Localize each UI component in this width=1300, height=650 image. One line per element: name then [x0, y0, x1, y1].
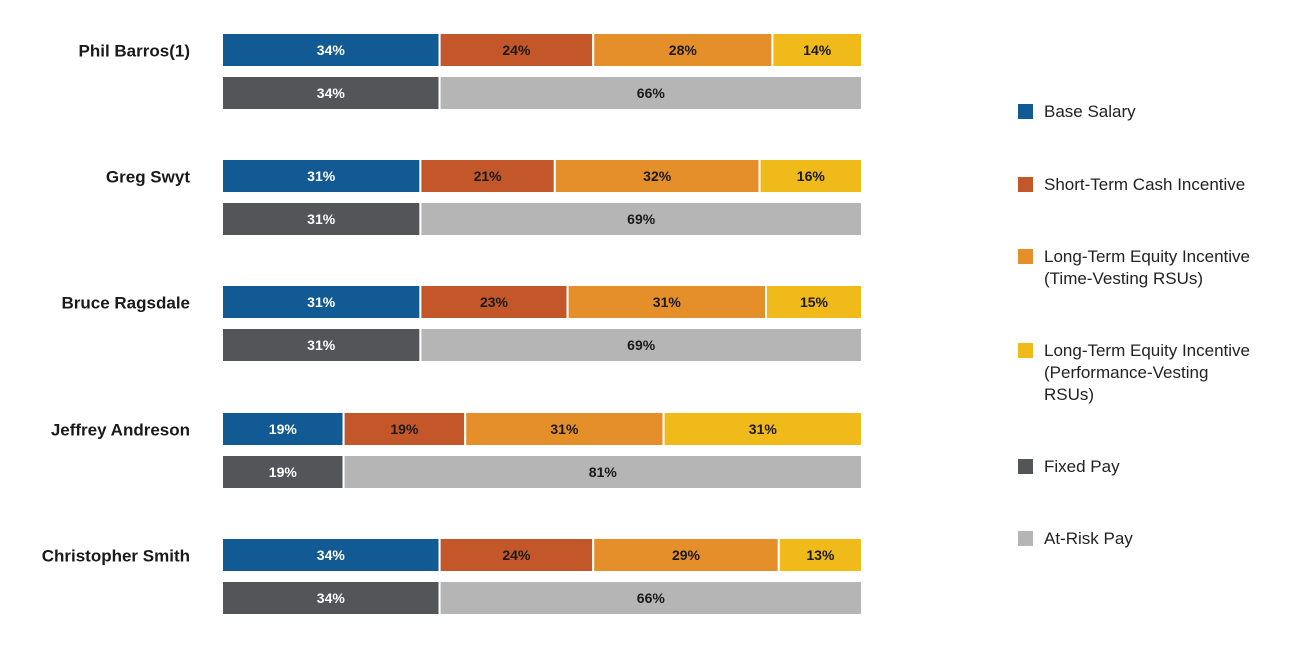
legend-label-line: Base Salary [1044, 102, 1136, 121]
executive-name-label: Greg Swyt [106, 168, 190, 187]
legend-label-line: (Performance-Vesting [1044, 363, 1209, 382]
data-label: 31% [307, 168, 336, 184]
bar-segment-base-salary [221, 537, 441, 573]
bar-segment-long-term-equity-incentive-performance-vesting-rsus [771, 32, 864, 68]
data-label: 34% [317, 85, 346, 101]
data-label: 32% [643, 168, 672, 184]
legend-label: Short-Term Cash Incentive [1044, 174, 1245, 196]
data-label: 19% [269, 421, 298, 437]
data-label: 23% [480, 294, 509, 310]
legend-label-line: Long-Term Equity Incentive [1044, 341, 1250, 360]
bar-segment-at-risk-pay [419, 327, 863, 363]
bar-segment-base-salary [221, 284, 422, 320]
bar-segment-at-risk-pay [438, 75, 863, 111]
executive-name-label: Jeffrey Andreson [51, 421, 190, 440]
data-label: 24% [502, 547, 531, 563]
data-label: 14% [803, 42, 832, 58]
legend-label-line: (Time-Vesting RSUs) [1044, 269, 1204, 288]
bar-segment-long-term-equity-incentive-performance-vesting-rsus [777, 537, 863, 573]
legend-label: At-Risk Pay [1044, 528, 1133, 550]
legend-swatch [1018, 531, 1033, 546]
data-label: 81% [589, 464, 618, 480]
legend-label-line: Short-Term Cash Incentive [1044, 175, 1246, 194]
bar-segment-short-term-cash-incentive [438, 32, 595, 68]
data-label: 19% [269, 464, 298, 480]
data-label: 69% [627, 337, 656, 353]
data-label: 31% [307, 211, 336, 227]
bar-segment-long-term-equity-incentive-time-vesting-rsus [464, 411, 665, 447]
data-label: 31% [307, 337, 336, 353]
bar-segment-fixed-pay [221, 454, 345, 490]
legend-label-line: Long-Term Equity Incentive [1044, 247, 1250, 266]
data-label: 15% [800, 294, 829, 310]
legend-item: Long-Term Equity Incentive (Time-Vesting … [1018, 246, 1288, 290]
bar-segment-base-salary [221, 32, 441, 68]
executive-name-label: Phil Barros(1) [79, 42, 190, 61]
bar-segment-short-term-cash-incentive [419, 284, 569, 320]
data-label: 69% [627, 211, 656, 227]
legend-label: Base Salary [1044, 101, 1136, 123]
legend-swatch [1018, 459, 1033, 474]
data-label: 34% [317, 590, 346, 606]
bar-segment-short-term-cash-incentive [342, 411, 467, 447]
legend-swatch [1018, 249, 1033, 264]
bar-segment-base-salary [221, 158, 422, 194]
data-label: 16% [797, 168, 826, 184]
legend-swatch [1018, 343, 1033, 358]
legend-label-line: RSUs) [1044, 385, 1095, 404]
legend-item: Long-Term Equity Incentive (Performance-V… [1018, 340, 1288, 406]
legend-item: Short-Term Cash Incentive [1018, 174, 1288, 196]
data-label: 31% [749, 421, 778, 437]
legend-label: Fixed Pay [1044, 456, 1120, 478]
legend-label-line: Fixed Pay [1044, 457, 1120, 476]
bar-segment-fixed-pay [221, 75, 441, 111]
legend-label: Long-Term Equity Incentive (Performance-V… [1044, 340, 1250, 406]
data-label: 13% [806, 547, 835, 563]
legend-item: At-Risk Pay [1018, 528, 1288, 550]
bar-segment-base-salary [221, 411, 345, 447]
bar-segment-long-term-equity-incentive-time-vesting-rsus [592, 537, 780, 573]
bar-segment-long-term-equity-incentive-performance-vesting-rsus [662, 411, 863, 447]
executive-name-label: Bruce Ragsdale [62, 294, 191, 313]
data-label: 66% [637, 590, 666, 606]
data-label: 28% [669, 42, 698, 58]
bar-segment-long-term-equity-incentive-time-vesting-rsus [553, 158, 761, 194]
legend-swatch [1018, 104, 1033, 119]
data-label: 24% [502, 42, 531, 58]
data-label: 66% [637, 85, 666, 101]
data-label: 29% [672, 547, 701, 563]
bar-segment-at-risk-pay [342, 454, 864, 490]
bar-segment-long-term-equity-incentive-performance-vesting-rsus [758, 158, 863, 194]
legend-swatch [1018, 177, 1033, 192]
data-label: 19% [390, 421, 419, 437]
legend-label-line: At-Risk Pay [1044, 529, 1133, 548]
data-label: 34% [317, 547, 346, 563]
bar-segment-fixed-pay [221, 327, 422, 363]
bar-segment-long-term-equity-incentive-time-vesting-rsus [592, 32, 774, 68]
executive-name-label: Christopher Smith [42, 547, 190, 566]
legend-item: Base Salary [1018, 101, 1288, 123]
legend-label: Long-Term Equity Incentive (Time-Vesting … [1044, 246, 1250, 290]
data-label: 31% [307, 294, 336, 310]
data-label: 31% [550, 421, 579, 437]
bar-segment-at-risk-pay [419, 201, 863, 237]
bar-segment-long-term-equity-incentive-performance-vesting-rsus [765, 284, 863, 320]
bar-segment-fixed-pay [221, 580, 441, 616]
bar-segment-at-risk-pay [438, 580, 863, 616]
legend-item: Fixed Pay [1018, 456, 1288, 478]
bar-segment-short-term-cash-incentive [419, 158, 556, 194]
data-label: 21% [474, 168, 503, 184]
data-label: 31% [653, 294, 682, 310]
data-label: 34% [317, 42, 346, 58]
